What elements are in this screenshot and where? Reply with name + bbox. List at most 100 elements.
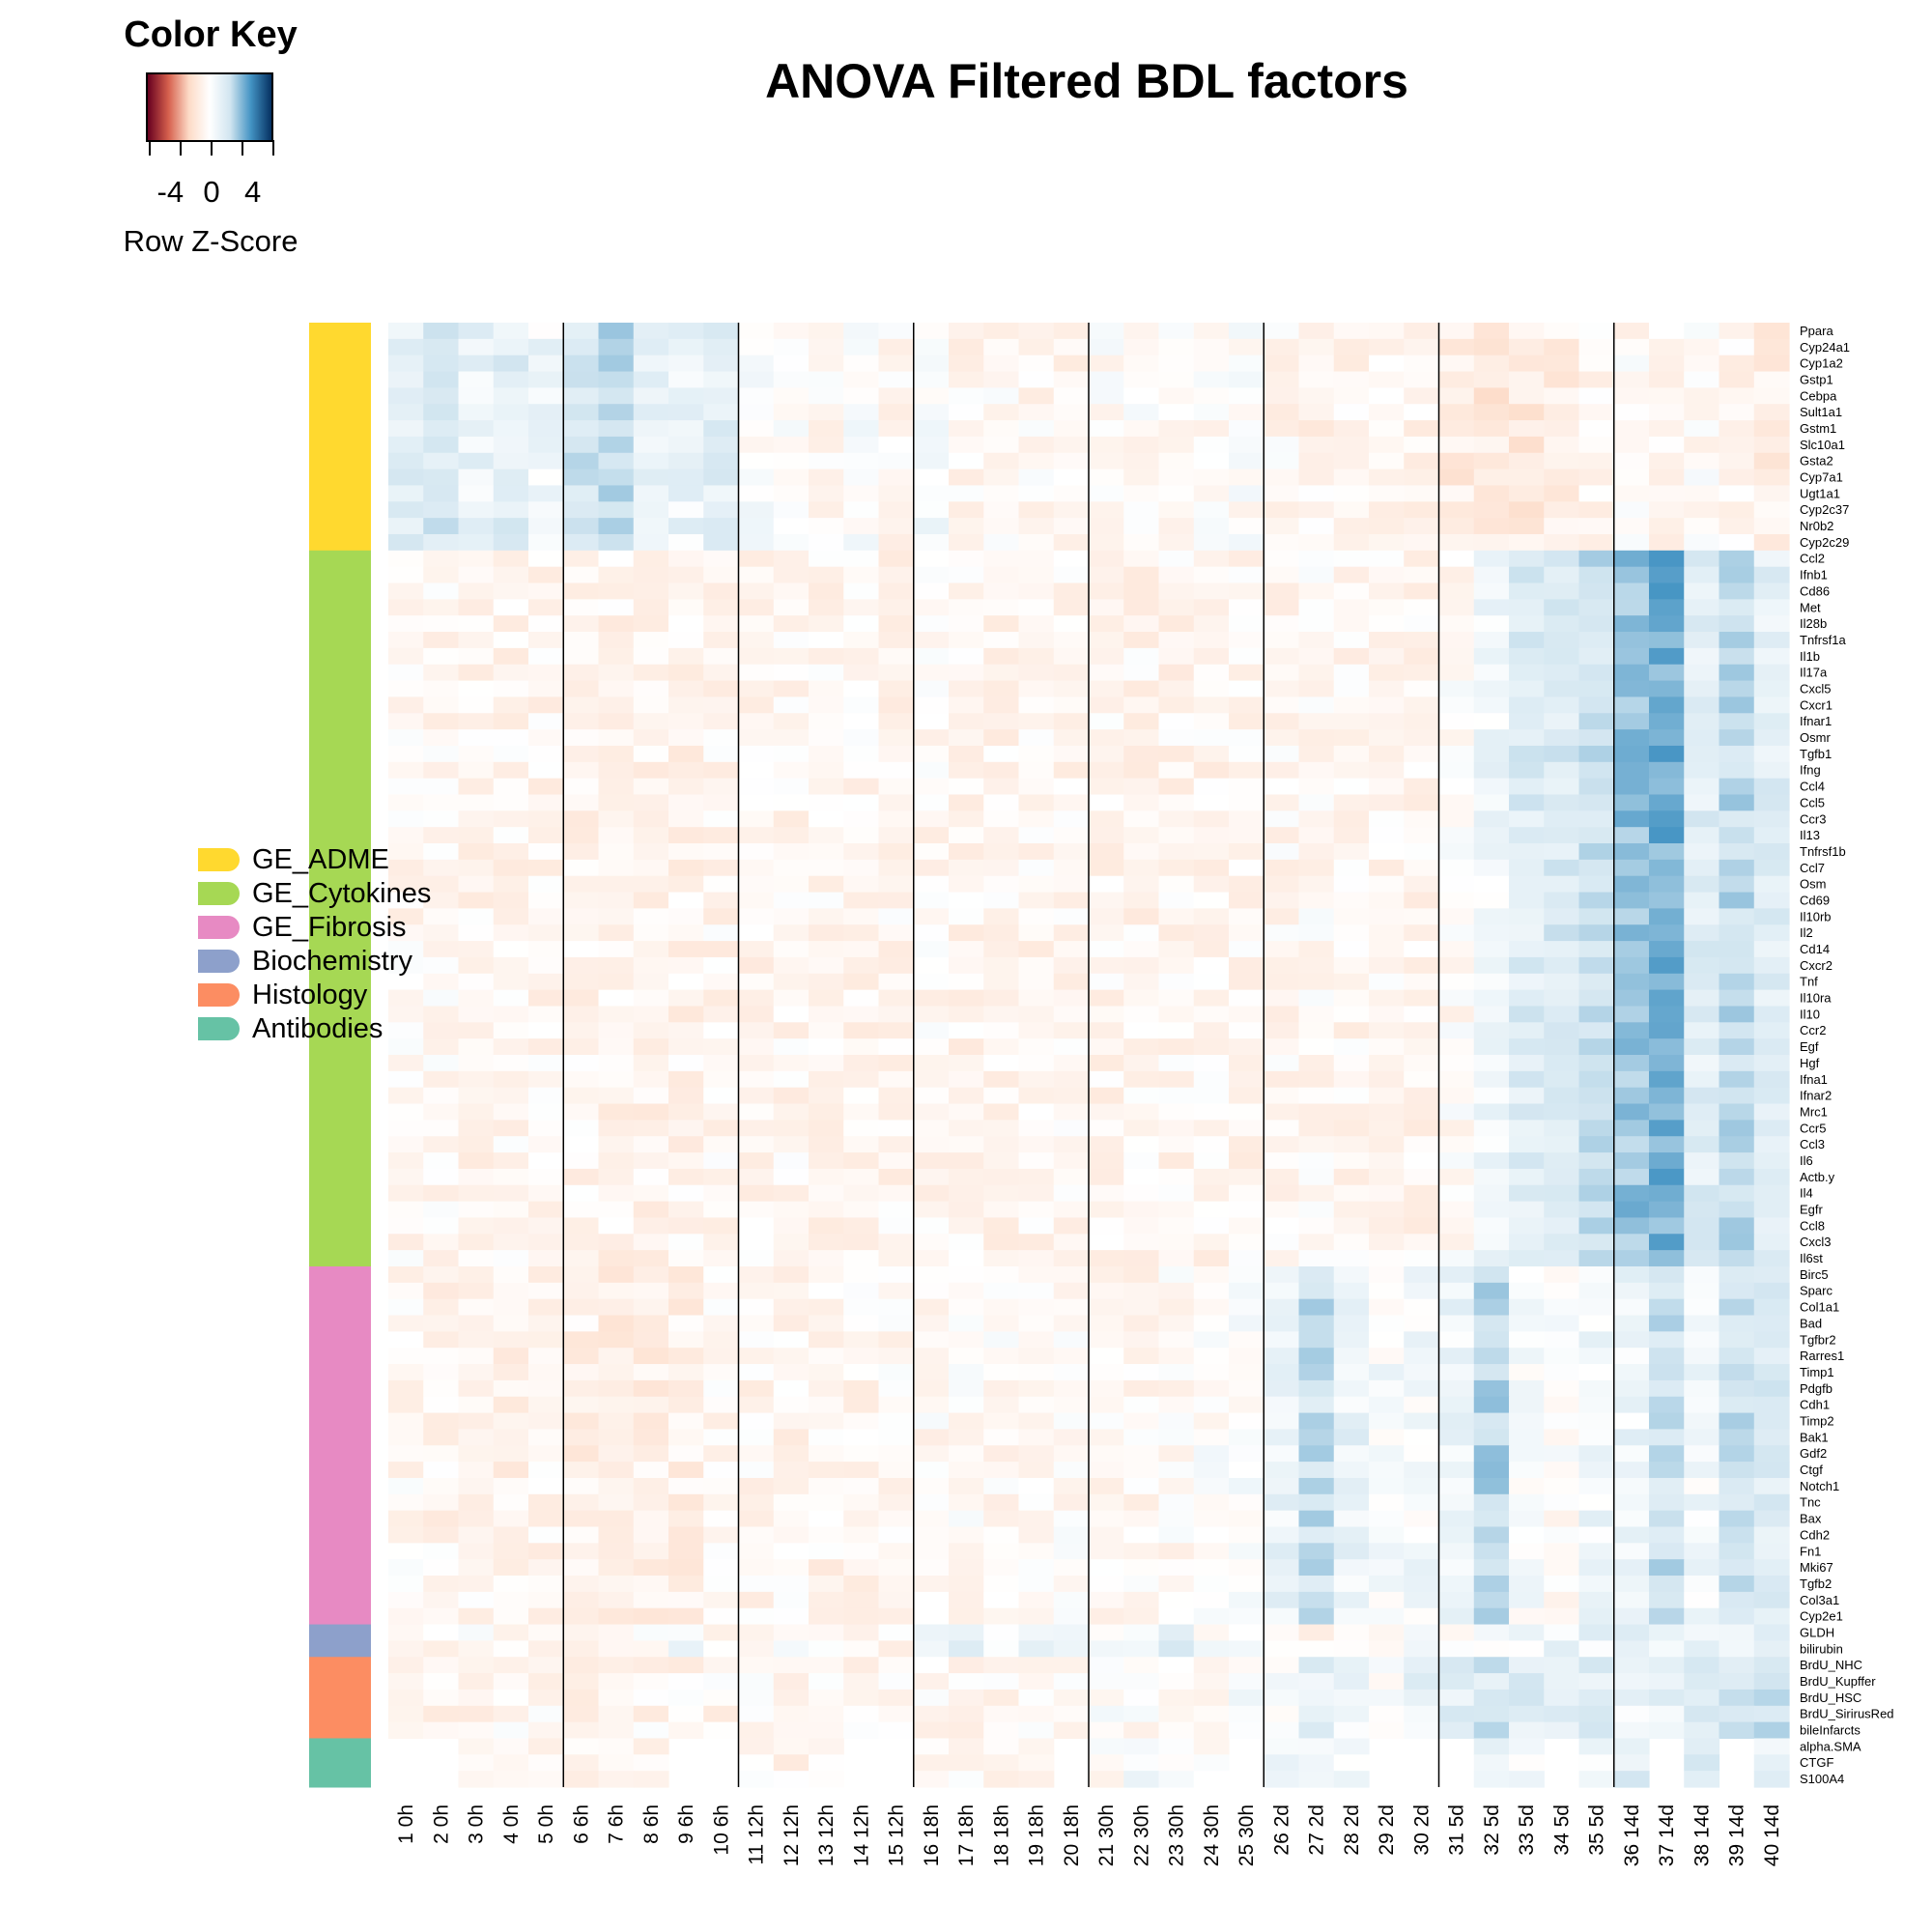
heatmap-cell: [668, 745, 704, 763]
heatmap-cell: [1123, 827, 1160, 844]
heatmap-cell: [738, 338, 775, 356]
row-label: Ccl4: [1800, 780, 1825, 794]
heatmap-cell: [843, 1055, 880, 1072]
heatmap-cell: [878, 761, 915, 780]
heatmap-cell: [598, 1152, 635, 1170]
heatmap-cell: [458, 1087, 495, 1105]
heatmap-cell: [458, 1721, 495, 1740]
heatmap-cell: [1509, 1640, 1545, 1658]
legend-label: GE_Cytokines: [252, 878, 432, 909]
row-label: Ifnb1: [1800, 568, 1828, 582]
heatmap-cell: [809, 1640, 844, 1658]
heatmap-cell: [773, 713, 810, 730]
heatmap-cell: [388, 1607, 424, 1626]
heatmap-cell: [1578, 1022, 1615, 1039]
heatmap-cell: [1719, 1429, 1755, 1446]
heatmap-cell: [1404, 1591, 1440, 1609]
row-label: Il4: [1800, 1186, 1813, 1201]
heatmap-cell: [1509, 729, 1545, 747]
heatmap-cell: [598, 1754, 635, 1772]
heatmap-cell: [1264, 1493, 1300, 1512]
heatmap-cell: [1613, 761, 1650, 780]
heatmap-cell: [563, 989, 600, 1008]
heatmap-cell: [1719, 1705, 1755, 1723]
heatmap-cell: [773, 924, 810, 942]
heatmap-cell: [1053, 1721, 1090, 1740]
heatmap-cell: [388, 1379, 424, 1398]
heatmap-cell: [1193, 1673, 1230, 1690]
heatmap-cell: [493, 1576, 529, 1593]
heatmap-cell: [1753, 1331, 1790, 1349]
heatmap-cell: [913, 632, 950, 649]
heatmap-cell: [1123, 778, 1160, 796]
heatmap-cell: [633, 1103, 669, 1121]
heatmap-cell: [458, 1493, 495, 1512]
heatmap-cell: [1613, 1265, 1650, 1284]
heatmap-cell: [1369, 1201, 1405, 1219]
heatmap-cell: [1684, 1315, 1720, 1332]
heatmap-cell: [1053, 1396, 1090, 1414]
heatmap-cell: [388, 1559, 424, 1577]
heatmap-cell: [878, 615, 915, 633]
heatmap-cell: [1719, 778, 1755, 796]
heatmap-cell: [1509, 1576, 1545, 1593]
heatmap-cell: [1684, 924, 1720, 942]
heatmap-cell: [388, 615, 424, 633]
heatmap-cell: [738, 1103, 775, 1121]
heatmap-cell: [563, 1087, 600, 1105]
heatmap-cell: [1264, 1510, 1300, 1528]
heatmap-cell: [983, 1559, 1020, 1577]
heatmap-cell: [1473, 1477, 1510, 1495]
heatmap-cell: [1684, 1738, 1720, 1755]
heatmap-cell: [913, 404, 950, 421]
heatmap-cell: [1193, 859, 1230, 877]
heatmap-cell: [949, 1087, 984, 1105]
heatmap-cell: [598, 1184, 635, 1203]
heatmap-cell: [1404, 924, 1440, 942]
heatmap-cell: [1369, 1070, 1405, 1089]
heatmap-cell: [1123, 647, 1160, 666]
heatmap-cell: [1193, 1445, 1230, 1463]
heatmap-cell: [843, 582, 880, 600]
heatmap-cell: [1438, 582, 1475, 600]
row-label: Cyp7a1: [1800, 470, 1843, 485]
heatmap-cell: [633, 533, 669, 552]
heatmap-cell: [809, 941, 844, 958]
heatmap-cell: [1369, 1298, 1405, 1317]
heatmap-cell: [668, 1510, 704, 1528]
heatmap-cell: [913, 566, 950, 584]
heatmap-cell: [1193, 1493, 1230, 1512]
heatmap-cell: [1509, 1493, 1545, 1512]
heatmap-cell: [1123, 1055, 1160, 1072]
row-label: Ccl5: [1800, 795, 1825, 810]
heatmap-cell: [913, 452, 950, 470]
heatmap-cell: [458, 1624, 495, 1641]
heatmap-cell: [1158, 323, 1195, 340]
heatmap-cell: [738, 1462, 775, 1479]
heatmap-cell: [1509, 1265, 1545, 1284]
heatmap-cell: [423, 550, 460, 568]
heatmap-cell: [1369, 533, 1405, 552]
heatmap-cell: [1473, 1771, 1510, 1788]
heatmap-cell: [913, 696, 950, 714]
heatmap-cell: [458, 1591, 495, 1609]
heatmap-cell: [949, 452, 984, 470]
heatmap-cell: [563, 973, 600, 991]
heatmap-cell: [1473, 1705, 1510, 1723]
heatmap-cell: [1053, 956, 1090, 975]
heatmap-cell: [949, 1217, 984, 1235]
heatmap-cell: [1473, 794, 1510, 811]
heatmap-cell: [458, 924, 495, 942]
heatmap-cell: [983, 696, 1020, 714]
heatmap-cell: [1509, 761, 1545, 780]
heatmap-cell: [1333, 1103, 1370, 1121]
heatmap-cell: [913, 956, 950, 975]
row-label: Tnfrsf1b: [1800, 844, 1846, 859]
heatmap-cell: [1404, 1006, 1440, 1023]
heatmap-cell: [1719, 1201, 1755, 1219]
heatmap-cell: [809, 1591, 844, 1609]
heatmap-cell: [633, 355, 669, 373]
heatmap-cell: [493, 1396, 529, 1414]
heatmap-cell: [738, 1445, 775, 1463]
heatmap-cell: [1369, 1576, 1405, 1593]
